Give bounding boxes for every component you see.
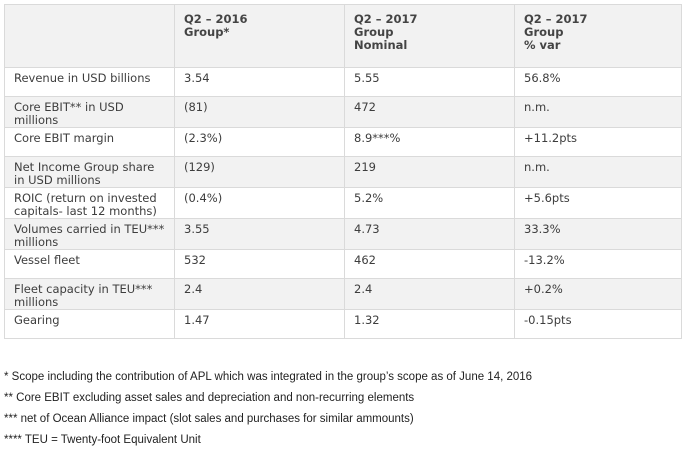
header-cell-label bbox=[4, 4, 175, 68]
footnote-ocean-alliance: *** net of Ocean Alliance impact (slot s… bbox=[4, 413, 414, 425]
cell-q2-2016: (0.4%) bbox=[174, 187, 345, 219]
cell-q2-2016: (81) bbox=[174, 96, 345, 128]
cell-var: 33.3% bbox=[514, 218, 682, 250]
row-label: ROIC (return on invested capitals- last … bbox=[4, 187, 175, 219]
cell-q2-2017: 1.32 bbox=[344, 309, 515, 339]
header-cell-q2-2016: Q2 – 2016 Group* bbox=[174, 4, 345, 68]
row-label: Revenue in USD billions bbox=[4, 67, 175, 97]
table-row: Revenue in USD billions 3.54 5.55 56.8% bbox=[4, 67, 682, 97]
cell-q2-2017: 8.9***% bbox=[344, 127, 515, 157]
cell-q2-2016: 1.47 bbox=[174, 309, 345, 339]
table-row: Gearing 1.47 1.32 -0.15pts bbox=[4, 309, 682, 339]
cell-q2-2016: 3.54 bbox=[174, 67, 345, 97]
cell-q2-2017: 472 bbox=[344, 96, 515, 128]
cell-q2-2017: 4.73 bbox=[344, 218, 515, 250]
cell-var: 56.8% bbox=[514, 67, 682, 97]
table-row: Volumes carried in TEU*** millions 3.55 … bbox=[4, 218, 682, 250]
table-row: Core EBIT margin (2.3%) 8.9***% +11.2pts bbox=[4, 127, 682, 157]
cell-var: +11.2pts bbox=[514, 127, 682, 157]
table-row: Net Income Group share in USD millions (… bbox=[4, 156, 682, 188]
footnotes: * Scope including the contribution of AP… bbox=[4, 371, 532, 455]
table-row: ROIC (return on invested capitals- last … bbox=[4, 187, 682, 219]
cell-var: +0.2% bbox=[514, 278, 682, 310]
cell-q2-2016: 2.4 bbox=[174, 278, 345, 310]
footnote-core-ebit: ** Core EBIT excluding asset sales and d… bbox=[4, 392, 415, 404]
cell-q2-2017: 219 bbox=[344, 156, 515, 188]
cell-q2-2016: (2.3%) bbox=[174, 127, 345, 157]
row-label: Net Income Group share in USD millions bbox=[4, 156, 175, 188]
row-label: Core EBIT margin bbox=[4, 127, 175, 157]
header-cell-q2-2017-var: Q2 – 2017 Group % var bbox=[514, 4, 682, 68]
header-cell-q2-2017-nominal: Q2 – 2017 Group Nominal bbox=[344, 4, 515, 68]
cell-q2-2016: (129) bbox=[174, 156, 345, 188]
row-label: Vessel fleet bbox=[4, 249, 175, 279]
row-label: Gearing bbox=[4, 309, 175, 339]
cell-q2-2017: 5.2% bbox=[344, 187, 515, 219]
table-row: Fleet capacity in TEU*** millions 2.4 2.… bbox=[4, 278, 682, 310]
row-label: Fleet capacity in TEU*** millions bbox=[4, 278, 175, 310]
table-row: Vessel fleet 532 462 -13.2% bbox=[4, 249, 682, 279]
cell-q2-2016: 3.55 bbox=[174, 218, 345, 250]
cell-var: +5.6pts bbox=[514, 187, 682, 219]
table-header-row: Q2 – 2016 Group* Q2 – 2017 Group Nominal… bbox=[4, 4, 682, 68]
footnote-scope: * Scope including the contribution of AP… bbox=[4, 371, 533, 383]
cell-var: n.m. bbox=[514, 156, 682, 188]
row-label: Core EBIT** in USD millions bbox=[4, 96, 175, 128]
table-row: Core EBIT** in USD millions (81) 472 n.m… bbox=[4, 96, 682, 128]
cell-q2-2017: 5.55 bbox=[344, 67, 515, 97]
cell-q2-2016: 532 bbox=[174, 249, 345, 279]
cell-q2-2017: 2.4 bbox=[344, 278, 515, 310]
cell-q2-2017: 462 bbox=[344, 249, 515, 279]
cell-var: -13.2% bbox=[514, 249, 682, 279]
results-table: Q2 – 2016 Group* Q2 – 2017 Group Nominal… bbox=[4, 4, 682, 339]
row-label: Volumes carried in TEU*** millions bbox=[4, 218, 175, 250]
cell-var: -0.15pts bbox=[514, 309, 682, 339]
cell-var: n.m. bbox=[514, 96, 682, 128]
footnote-teu: **** TEU = Twenty-foot Equivalent Unit bbox=[4, 434, 201, 446]
